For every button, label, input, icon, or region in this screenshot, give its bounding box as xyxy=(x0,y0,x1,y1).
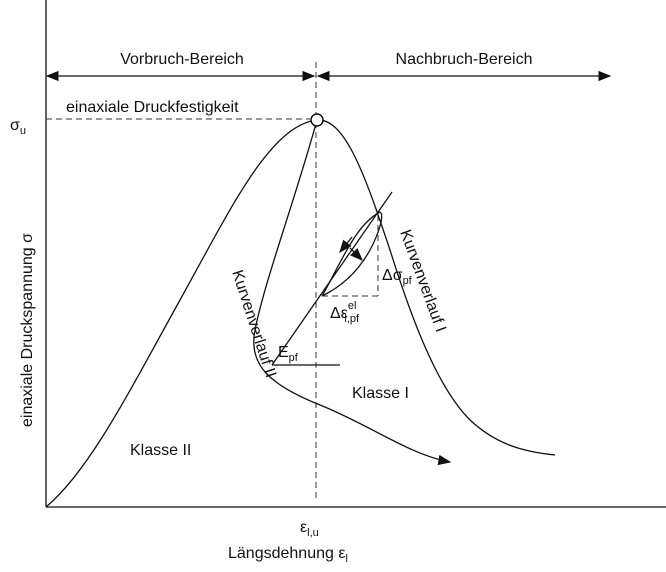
symbol: Δε xyxy=(330,305,348,322)
region-label: Vorbruch-Bereich xyxy=(120,51,244,68)
subscript: pf xyxy=(289,352,299,364)
subscript: l,pf xyxy=(344,313,360,325)
label: Längsdehnung ε xyxy=(228,545,345,562)
peak-point xyxy=(310,113,324,127)
sigma-u: σu xyxy=(10,117,26,137)
delta-eps: Δεel l,pf xyxy=(330,300,360,325)
region-label: Nachbruch-Bereich xyxy=(396,51,533,68)
loop-arrow xyxy=(349,247,363,261)
eps-lu: εl,u xyxy=(300,519,319,539)
class-label: Klasse II xyxy=(130,442,191,459)
delta-sigma: Δσpf xyxy=(382,267,413,287)
class-label: Klasse I xyxy=(352,385,409,402)
curve-class2 xyxy=(253,119,452,466)
y-axis-label: einaxiale Druckspannung σ xyxy=(19,233,36,427)
symbol: ε xyxy=(300,519,307,536)
peak-label: einaxiale Druckfestigkeit xyxy=(66,99,239,116)
symbol: σ xyxy=(10,117,20,134)
modulus-label: Epf xyxy=(278,344,299,364)
subscript: pf xyxy=(403,275,413,287)
subscript: l xyxy=(345,553,347,565)
hysteresis-loop xyxy=(321,211,383,297)
curve-label: Kurvenverlauf II xyxy=(228,268,279,380)
symbol: E xyxy=(278,344,289,361)
x-axis-label: Längsdehnung εl xyxy=(228,545,348,565)
curve-class1 xyxy=(45,119,556,508)
symbol: Δσ xyxy=(382,267,403,284)
subscript: l,u xyxy=(307,527,319,539)
superscript: el xyxy=(348,300,357,312)
subscript: u xyxy=(20,125,26,137)
loop-arrow xyxy=(339,236,353,254)
